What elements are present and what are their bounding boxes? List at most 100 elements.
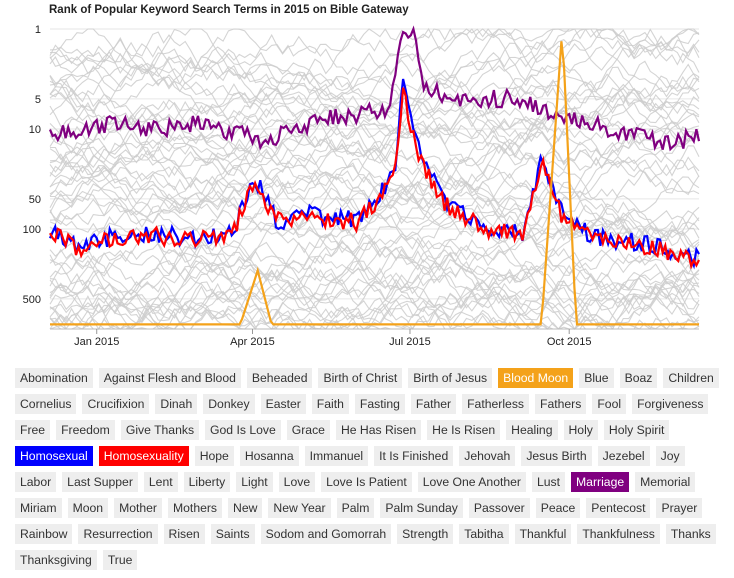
background-series-line: [50, 146, 700, 323]
keyword-tag-he-is-risen[interactable]: He Is Risen: [427, 420, 501, 440]
keyword-tag-thanks[interactable]: Thanks: [665, 524, 716, 544]
keyword-tag-miriam[interactable]: Miriam: [15, 498, 62, 518]
keyword-tag-dinah[interactable]: Dinah: [155, 394, 198, 414]
keyword-tag-blue[interactable]: Blue: [579, 368, 614, 388]
background-series-line: [49, 120, 700, 297]
keyword-tag-light[interactable]: Light: [236, 472, 273, 492]
keyword-tag-fool[interactable]: Fool: [592, 394, 627, 414]
background-series-line: [49, 179, 700, 271]
keyword-tag-against-flesh-and-blood[interactable]: Against Flesh and Blood: [98, 368, 241, 388]
background-series-line: [49, 31, 700, 109]
keyword-tag-resurrection[interactable]: Resurrection: [78, 524, 158, 544]
keyword-tag-jesus-birth[interactable]: Jesus Birth: [521, 446, 592, 466]
background-series-line: [49, 303, 700, 330]
keyword-tag-holy-spirit[interactable]: Holy Spirit: [603, 420, 670, 440]
keyword-tag-boaz[interactable]: Boaz: [619, 368, 658, 388]
keyword-tag-joy[interactable]: Joy: [655, 446, 685, 466]
background-series-line: [49, 28, 700, 162]
keyword-tag-labor[interactable]: Labor: [15, 472, 57, 492]
keyword-tag-jehovah[interactable]: Jehovah: [459, 446, 516, 466]
keyword-tag-fatherless[interactable]: Fatherless: [462, 394, 530, 414]
keyword-tag-true[interactable]: True: [102, 550, 138, 570]
keyword-tag-beheaded[interactable]: Beheaded: [246, 368, 313, 388]
keyword-tag-thankfulness[interactable]: Thankfulness: [577, 524, 660, 544]
keyword-tag-fasting[interactable]: Fasting: [354, 394, 405, 414]
keyword-tag-risen[interactable]: Risen: [163, 524, 205, 544]
keyword-tag-blood-moon[interactable]: Blood Moon: [498, 368, 574, 388]
keyword-tag-thankful[interactable]: Thankful: [514, 524, 572, 544]
background-series-line: [49, 27, 700, 108]
background-series-line: [49, 76, 700, 197]
keyword-tag-love-one-another[interactable]: Love One Another: [417, 472, 526, 492]
keyword-tag-immanuel[interactable]: Immanuel: [304, 446, 369, 466]
background-series-line: [49, 120, 700, 178]
keyword-tag-palm-sunday[interactable]: Palm Sunday: [380, 498, 463, 518]
background-series-line: [49, 183, 700, 309]
keyword-tag-fathers[interactable]: Fathers: [535, 394, 587, 414]
keyword-tag-love[interactable]: Love: [278, 472, 316, 492]
keyword-tag-last-supper[interactable]: Last Supper: [62, 472, 138, 492]
keyword-tag-thanksgiving[interactable]: Thanksgiving: [15, 550, 97, 570]
keyword-tag-pentecost[interactable]: Pentecost: [586, 498, 651, 518]
keyword-tag-sodom-and-gomorrah[interactable]: Sodom and Gomorrah: [260, 524, 392, 544]
keyword-tag-passover[interactable]: Passover: [468, 498, 530, 518]
background-series-line: [49, 253, 700, 330]
keyword-tag-god-is-love[interactable]: God Is Love: [205, 420, 281, 440]
background-series-line: [49, 54, 700, 143]
background-series-line: [49, 268, 700, 331]
x-tick-label: Apr 2015: [230, 336, 275, 348]
keyword-tag-jezebel[interactable]: Jezebel: [597, 446, 650, 466]
keyword-tag-new-year[interactable]: New Year: [268, 498, 331, 518]
keyword-tag-love-is-patient[interactable]: Love Is Patient: [321, 472, 412, 492]
series-line-homosexual: [48, 78, 700, 270]
y-tick-label: 100: [23, 224, 41, 236]
keyword-tag-give-thanks[interactable]: Give Thanks: [120, 420, 200, 440]
keyword-tag-mother[interactable]: Mother: [114, 498, 162, 518]
highlighted-series: [48, 25, 701, 326]
keyword-tag-free[interactable]: Free: [15, 420, 51, 440]
background-series-line: [49, 243, 700, 307]
keyword-tag-freedom[interactable]: Freedom: [56, 420, 115, 440]
keyword-tag-he-has-risen[interactable]: He Has Risen: [335, 420, 422, 440]
keyword-tag-moon[interactable]: Moon: [67, 498, 109, 518]
keyword-tag-tabitha[interactable]: Tabitha: [459, 524, 509, 544]
keyword-tag-marriage[interactable]: Marriage: [571, 472, 630, 492]
keyword-tag-peace[interactable]: Peace: [535, 498, 581, 518]
keyword-tag-rainbow[interactable]: Rainbow: [15, 524, 73, 544]
keyword-tag-children[interactable]: Children: [663, 368, 719, 388]
keyword-tag-mothers[interactable]: Mothers: [168, 498, 223, 518]
keyword-tag-crucifixion[interactable]: Crucifixion: [82, 394, 150, 414]
keyword-tag-saints[interactable]: Saints: [210, 524, 255, 544]
keyword-tag-memorial[interactable]: Memorial: [635, 472, 696, 492]
keyword-tag-hope[interactable]: Hope: [194, 446, 234, 466]
keyword-tag-palm[interactable]: Palm: [336, 498, 375, 518]
keyword-tag-homosexual[interactable]: Homosexual: [15, 446, 93, 466]
keyword-tag-healing[interactable]: Healing: [506, 420, 558, 440]
background-series-line: [49, 252, 700, 328]
keyword-tag-new[interactable]: New: [228, 498, 263, 518]
keyword-tag-donkey[interactable]: Donkey: [203, 394, 255, 414]
keyword-tag-birth-of-jesus[interactable]: Birth of Jesus: [408, 368, 493, 388]
keyword-tag-holy[interactable]: Holy: [563, 420, 598, 440]
keyword-tag-it-is-finished[interactable]: It Is Finished: [374, 446, 454, 466]
keyword-tag-faith[interactable]: Faith: [311, 394, 349, 414]
background-series-line: [49, 178, 700, 273]
keyword-tag-forgiveness[interactable]: Forgiveness: [632, 394, 709, 414]
keyword-tag-birth-of-christ[interactable]: Birth of Christ: [318, 368, 403, 388]
keyword-tag-hosanna[interactable]: Hosanna: [239, 446, 299, 466]
background-series-line: [49, 243, 700, 330]
keyword-tag-strength[interactable]: Strength: [397, 524, 454, 544]
keyword-tag-abomination[interactable]: Abomination: [15, 368, 93, 388]
keyword-tag-homosexuality[interactable]: Homosexuality: [98, 446, 189, 466]
keyword-tag-liberty[interactable]: Liberty: [183, 472, 231, 492]
keyword-tag-easter[interactable]: Easter: [260, 394, 306, 414]
keyword-tag-lent[interactable]: Lent: [143, 472, 178, 492]
keyword-tag-grace[interactable]: Grace: [286, 420, 330, 440]
keyword-tag-father[interactable]: Father: [410, 394, 457, 414]
keyword-tag-lust[interactable]: Lust: [531, 472, 566, 492]
keyword-tag-list: Abomination Against Flesh and Blood Behead…: [15, 368, 727, 576]
background-series-line: [49, 40, 700, 189]
keyword-tag-cornelius[interactable]: Cornelius: [15, 394, 77, 414]
background-series-line: [49, 83, 700, 240]
keyword-tag-prayer[interactable]: Prayer: [656, 498, 703, 518]
